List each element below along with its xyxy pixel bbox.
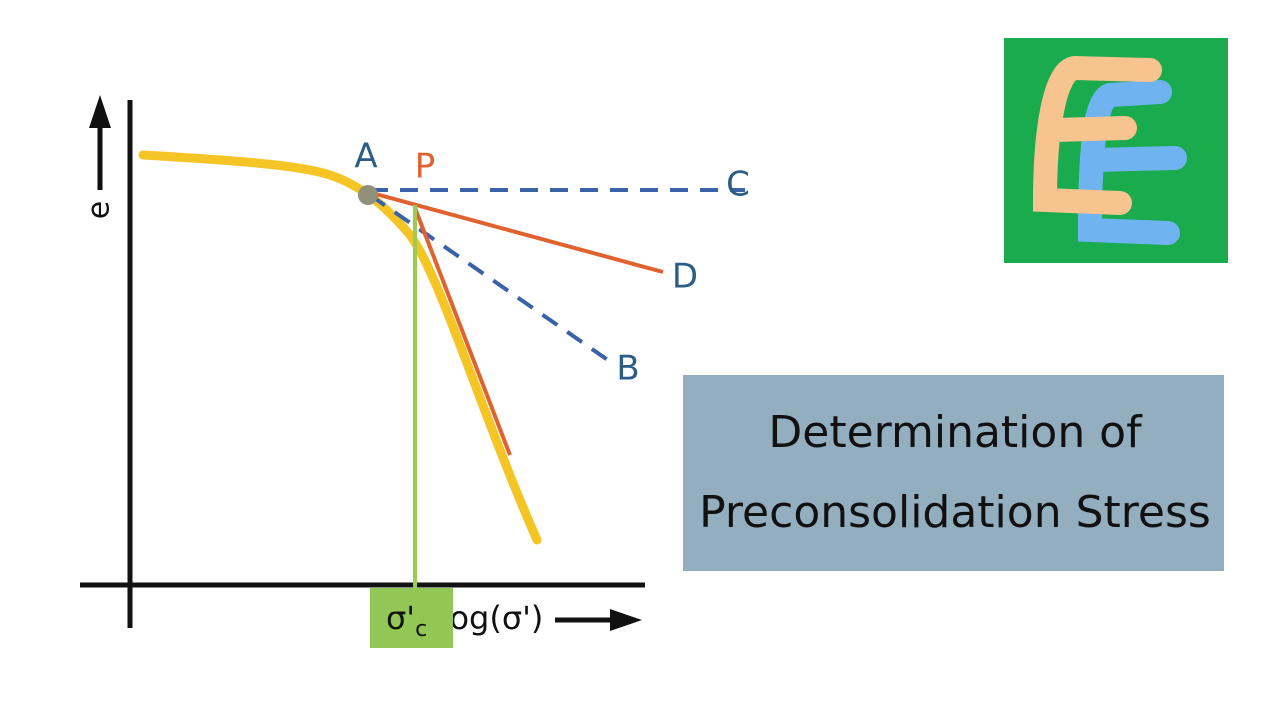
title-line: Preconsolidation Stress (699, 487, 1211, 538)
logo-e-orange (1032, 55, 1162, 215)
marker-subscript: c (415, 617, 427, 642)
label-b: B (616, 349, 639, 389)
title-box (683, 375, 1224, 571)
y-arrow-head (89, 95, 111, 128)
label-a: A (354, 137, 377, 177)
title-line: Determination of (768, 407, 1143, 458)
marker-text: σ'c (386, 599, 427, 642)
marker-box (370, 588, 453, 648)
bisector-line (371, 191, 664, 274)
marker-symbol: σ' (386, 599, 415, 637)
label-d: D (672, 257, 698, 297)
virgin-line (413, 207, 512, 456)
y-label: e (82, 201, 117, 219)
compression-curve (138, 150, 542, 545)
point-a (358, 185, 378, 205)
label-p: P (415, 147, 436, 187)
x-arrow-head (610, 609, 642, 631)
label-c: C (726, 165, 750, 205)
tangent-line (368, 193, 617, 367)
x-label: log(σ') (441, 599, 544, 637)
